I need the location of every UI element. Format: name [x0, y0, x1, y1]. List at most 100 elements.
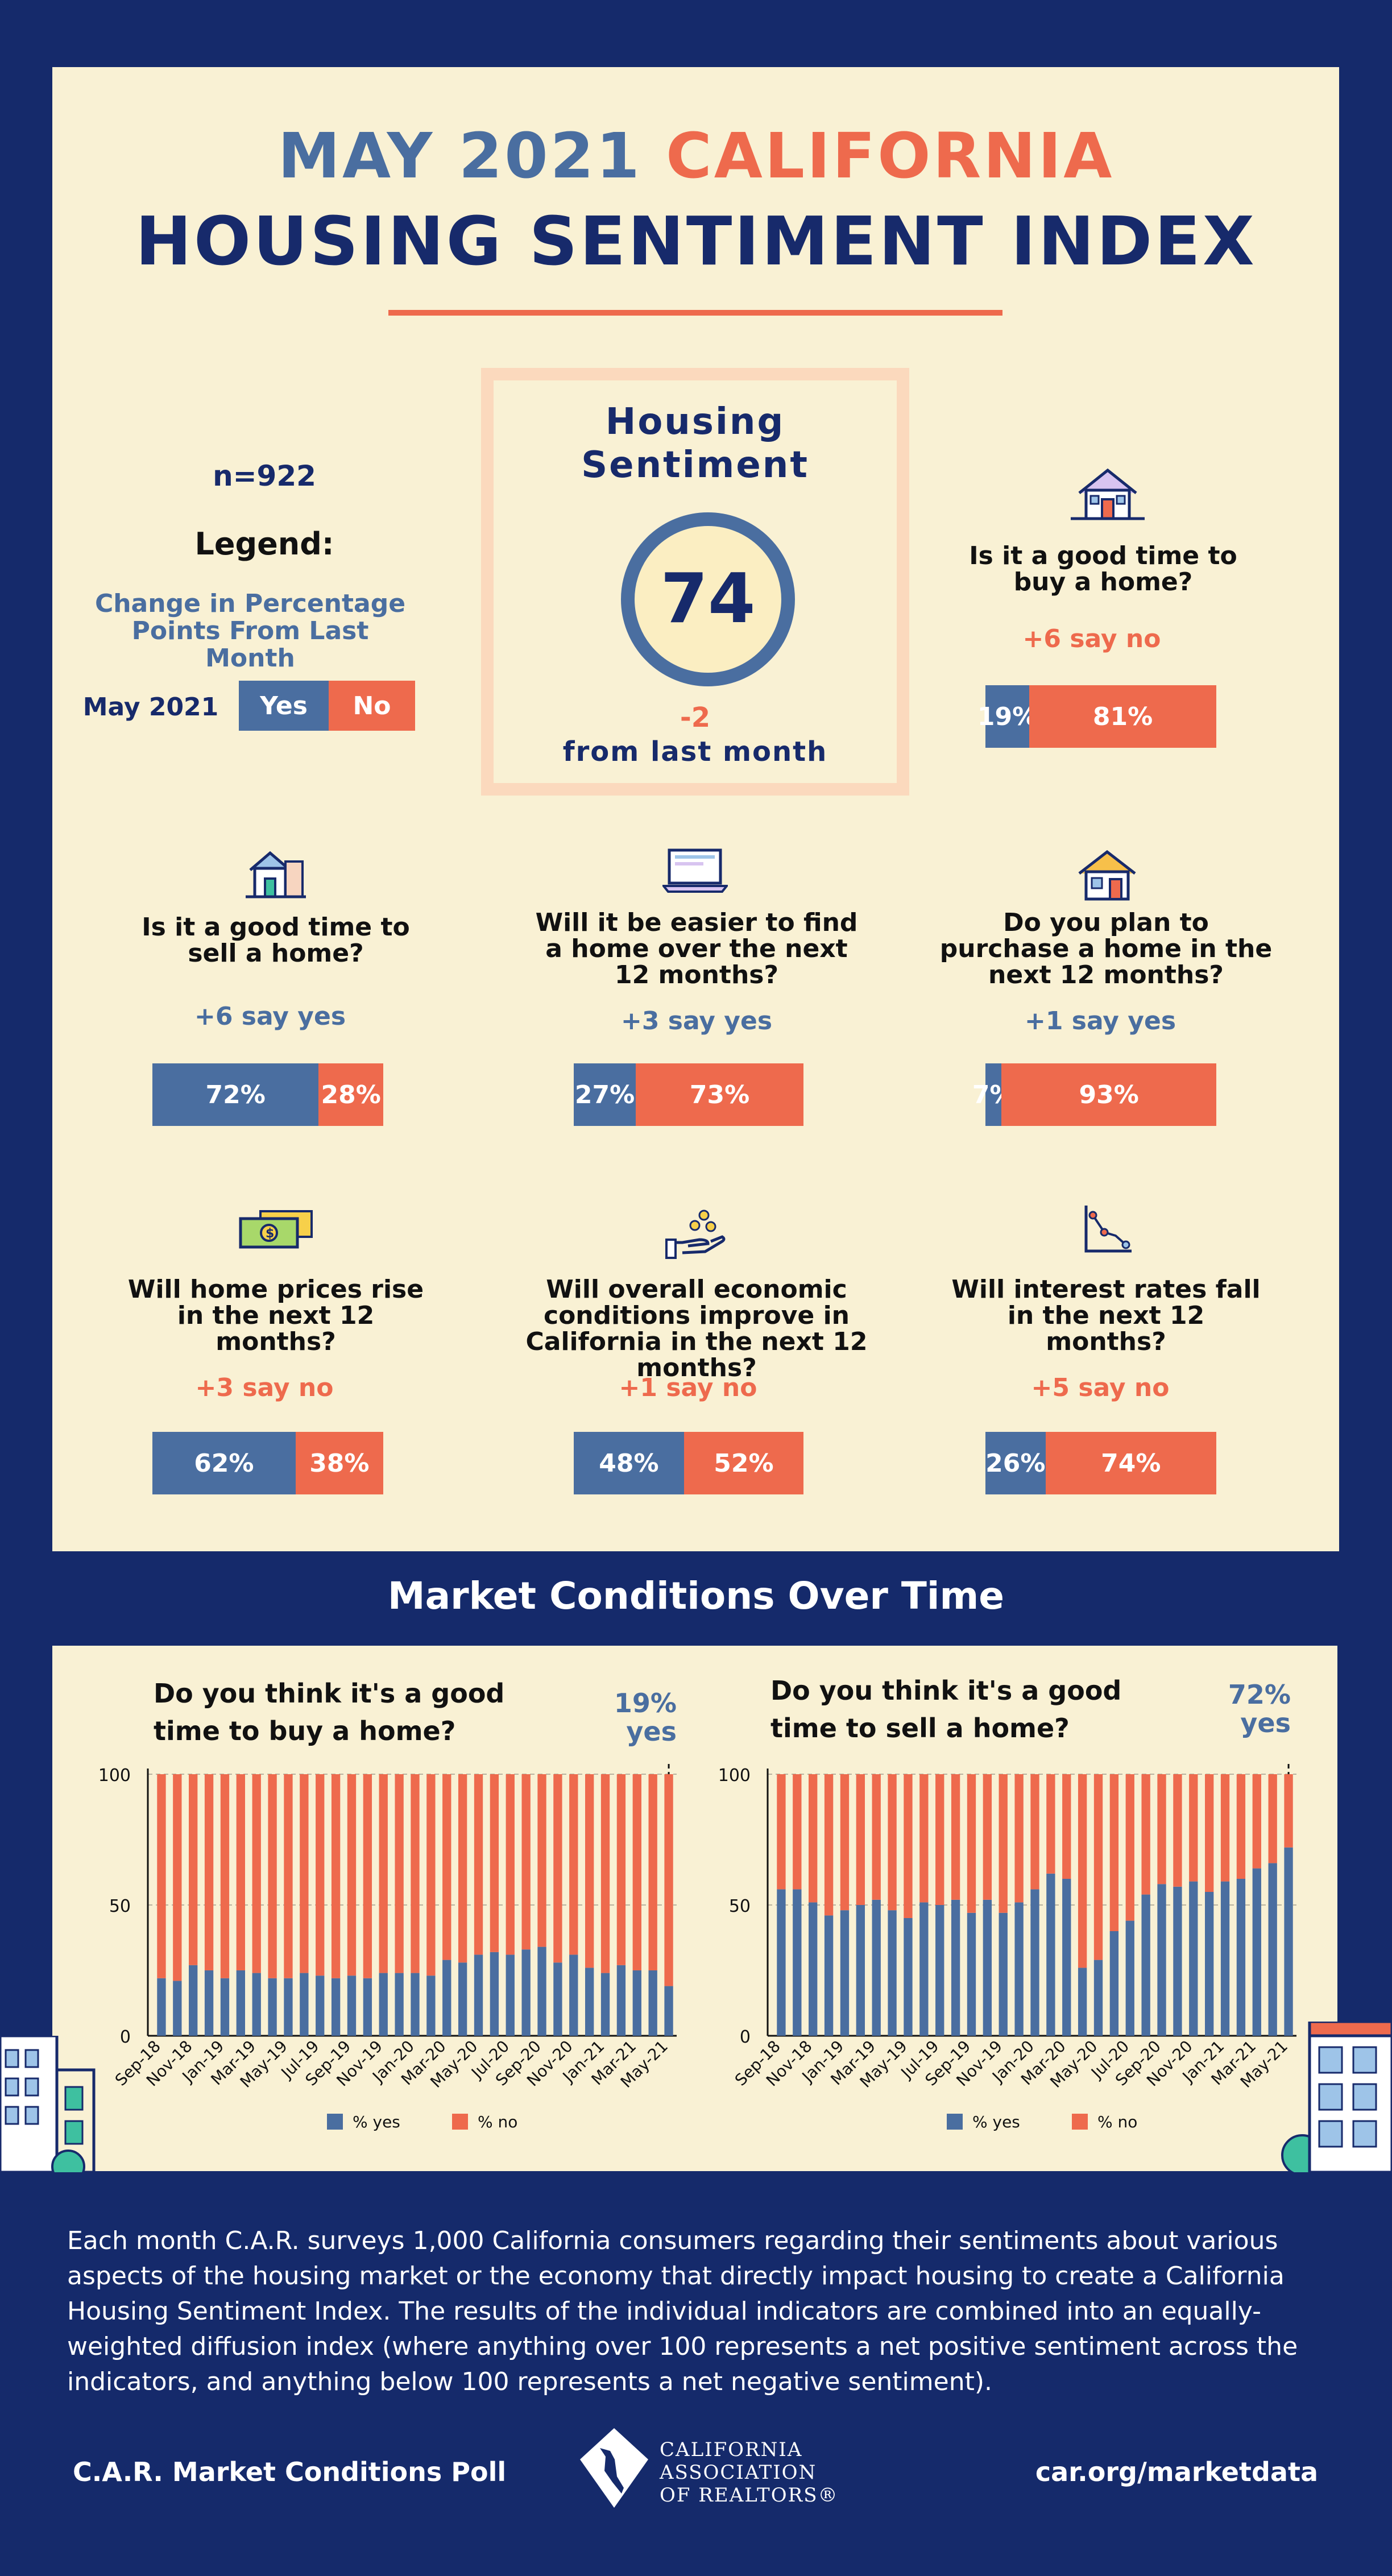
chart-sell-bar-yes-Dec-20: [1205, 1892, 1214, 2036]
bar-find-yes: 27%: [574, 1063, 636, 1126]
chart-sell-bar-no-Jan-19: [840, 1774, 850, 1911]
chart-sell-bar-yes-Feb-20: [1046, 1873, 1055, 2036]
bar-prices-no: 38%: [295, 1432, 383, 1494]
sentiment-gauge: 74: [621, 512, 795, 686]
chart-sell-bar-yes-Oct-20: [1173, 1886, 1182, 2036]
building-right-icon: [1281, 2022, 1392, 2172]
chart-buy-bar-yes-Feb-20: [426, 1976, 436, 2036]
sentiment-title-2: Sentiment: [581, 444, 809, 486]
delta-purchase: +1 say yes: [1024, 1007, 1176, 1036]
chart-buy-ytick-0: 0: [120, 2027, 131, 2047]
chart-buy-bar-no-Sep-19: [347, 1774, 357, 1976]
house-icon: [1071, 468, 1145, 520]
question-sell: Is it a good time to sell a home?: [142, 913, 410, 968]
sentiment-value: 74: [660, 560, 756, 639]
legend-period: May 2021: [82, 693, 219, 722]
delta-sell: +6 say yes: [194, 1002, 346, 1031]
chart-buy-bar-no-Mar-19: [252, 1774, 261, 1973]
chart-sell-bar-no-May-20: [1093, 1774, 1103, 1960]
chart-buy-bar-yes-Jun-19: [300, 1973, 309, 2036]
question-economy: Will overall economic conditions improve…: [525, 1275, 868, 1382]
chart-sell-bar-yes-Mar-21: [1252, 1868, 1261, 2036]
chart-buy-bar-yes-Dec-18: [204, 1970, 214, 2036]
legend-description: Change in Percentage Points From Last Mo…: [94, 589, 406, 673]
chart-buy-bar-no-Mar-20: [442, 1774, 451, 1960]
chart-sell-bar-yes-Jun-20: [1109, 1931, 1119, 2036]
chart-sell-bar-yes-Jul-19: [935, 1905, 944, 2036]
chart-sell-title: Do you think it's a good time to sell a …: [770, 1675, 1122, 1743]
chart-sell-bar-yes-Sep-19: [967, 1912, 976, 2036]
chart-buy-bar-no-May-19: [284, 1774, 293, 1978]
chart-buy-bar-yes-Oct-19: [363, 1978, 372, 2036]
chart-sell-bar-no-Dec-18: [824, 1774, 834, 1916]
chart-buy-bar-yes-May-21: [664, 1986, 673, 2036]
chart-buy-bar-no-Aug-19: [331, 1774, 341, 1978]
chart-buy-bar-no-Jul-19: [316, 1774, 325, 1976]
chart-sell-bar-no-Mar-19: [872, 1774, 881, 1900]
chart-buy-bar-no-Sep-18: [157, 1774, 166, 1978]
chart-sell-ytick-0: 0: [740, 2027, 751, 2047]
bar-purchase-no: 93%: [1001, 1063, 1216, 1126]
chart-buy-latest: 19% yes: [614, 1688, 677, 1747]
chart-sell-bar-no-Nov-19: [999, 1774, 1008, 1913]
delta-prices: +3 say no: [195, 1373, 334, 1402]
chart-buy-bar-no-Apr-19: [268, 1774, 277, 1978]
footer-poll-name: C.A.R. Market Conditions Poll: [73, 2457, 507, 2487]
svg-text:$: $: [266, 1227, 274, 1241]
question-buy: Is it a good time to buy a home?: [969, 541, 1237, 597]
chart-buy-bar-yes-Feb-19: [236, 1970, 245, 2036]
chart-sell-bar-yes-Nov-19: [999, 1912, 1008, 2036]
money-icon: $: [239, 1210, 313, 1249]
bar-find: 27% 73%: [574, 1063, 803, 1126]
chart-buy-bar-yes-Jan-19: [220, 1978, 230, 2036]
bar-buy-no: 81%: [1029, 685, 1216, 748]
bar-rates-no: 74%: [1045, 1432, 1216, 1494]
sentiment-change: -2: [680, 702, 711, 734]
chart-sell-bar-yes-Oct-19: [983, 1899, 992, 2036]
sentiment-change-label: from last month: [562, 736, 828, 768]
legend-yes: Yes: [239, 681, 329, 731]
bar-find-no: 73%: [636, 1063, 803, 1126]
delta-economy: +1 say no: [619, 1373, 757, 1402]
chart-sell-bar-no-Aug-19: [951, 1774, 960, 1900]
chart-sell-bar-no-May-21: [1284, 1774, 1293, 1848]
delta-rates: +5 say no: [1031, 1373, 1170, 1402]
title-state: CALIFORNIA: [666, 119, 1115, 192]
title-line-2: HOUSING SENTIMENT INDEX: [135, 202, 1257, 280]
chart-buy-bar-no-Dec-19: [395, 1774, 404, 1973]
chart-buy-bar-yes-Jun-20: [490, 1952, 499, 2036]
chart-buy-bar-no-May-21: [664, 1774, 673, 1986]
chart-buy-bar-no-Dec-18: [204, 1774, 214, 1970]
legend-heading: Legend:: [194, 526, 334, 562]
bar-economy-yes: 48%: [574, 1432, 684, 1494]
chart-sell-ytick-50: 50: [729, 1896, 751, 1916]
chart-buy-bar-no-Feb-20: [426, 1774, 436, 1976]
bar-prices-yes: 62%: [152, 1432, 296, 1494]
chart-sell-bar-no-Sep-20: [1157, 1774, 1166, 1885]
chart-buy-bar-yes-Oct-18: [173, 1981, 182, 2036]
title-month: MAY 2021: [277, 119, 642, 192]
chart-buy-bar-yes-Mar-19: [252, 1973, 261, 2036]
legend-bar: Yes No: [239, 681, 415, 731]
hand-coins-icon: [665, 1210, 726, 1259]
chart-buy-bar-no-Jan-20: [411, 1774, 420, 1973]
chart-sell-bar-yes-Nov-18: [809, 1902, 818, 2036]
footer-url[interactable]: car.org/marketdata: [1035, 2457, 1318, 2487]
logo-line-3: OF REALTORS®: [660, 2484, 839, 2507]
chart-buy-legend-label-1: % no: [478, 2113, 517, 2131]
bar-sell-yes: 72%: [152, 1063, 319, 1126]
chart-sell-bar-yes-Mar-19: [872, 1899, 881, 2036]
home-icon: [1078, 850, 1136, 901]
chart-buy-bar-yes-Jan-20: [411, 1973, 420, 2036]
chart-sell-bar-no-Nov-18: [809, 1774, 818, 1903]
chart-sell-bar-yes-Feb-19: [856, 1905, 865, 2036]
chart-sell-bar-no-Jun-20: [1109, 1774, 1119, 1931]
chart-sell-bar-no-Oct-20: [1173, 1774, 1182, 1887]
chart-buy-bar-no-Oct-20: [553, 1774, 562, 1963]
delta-find: +3 say yes: [620, 1007, 773, 1036]
sample-size: n=922: [213, 459, 316, 492]
question-purchase: Do you plan to purchase a home in the ne…: [939, 908, 1273, 989]
chart-buy-bar-yes-Aug-20: [521, 1949, 531, 2036]
chart-sell-bar-no-Oct-18: [793, 1774, 802, 1890]
bar-prices: 62% 38%: [152, 1432, 383, 1494]
